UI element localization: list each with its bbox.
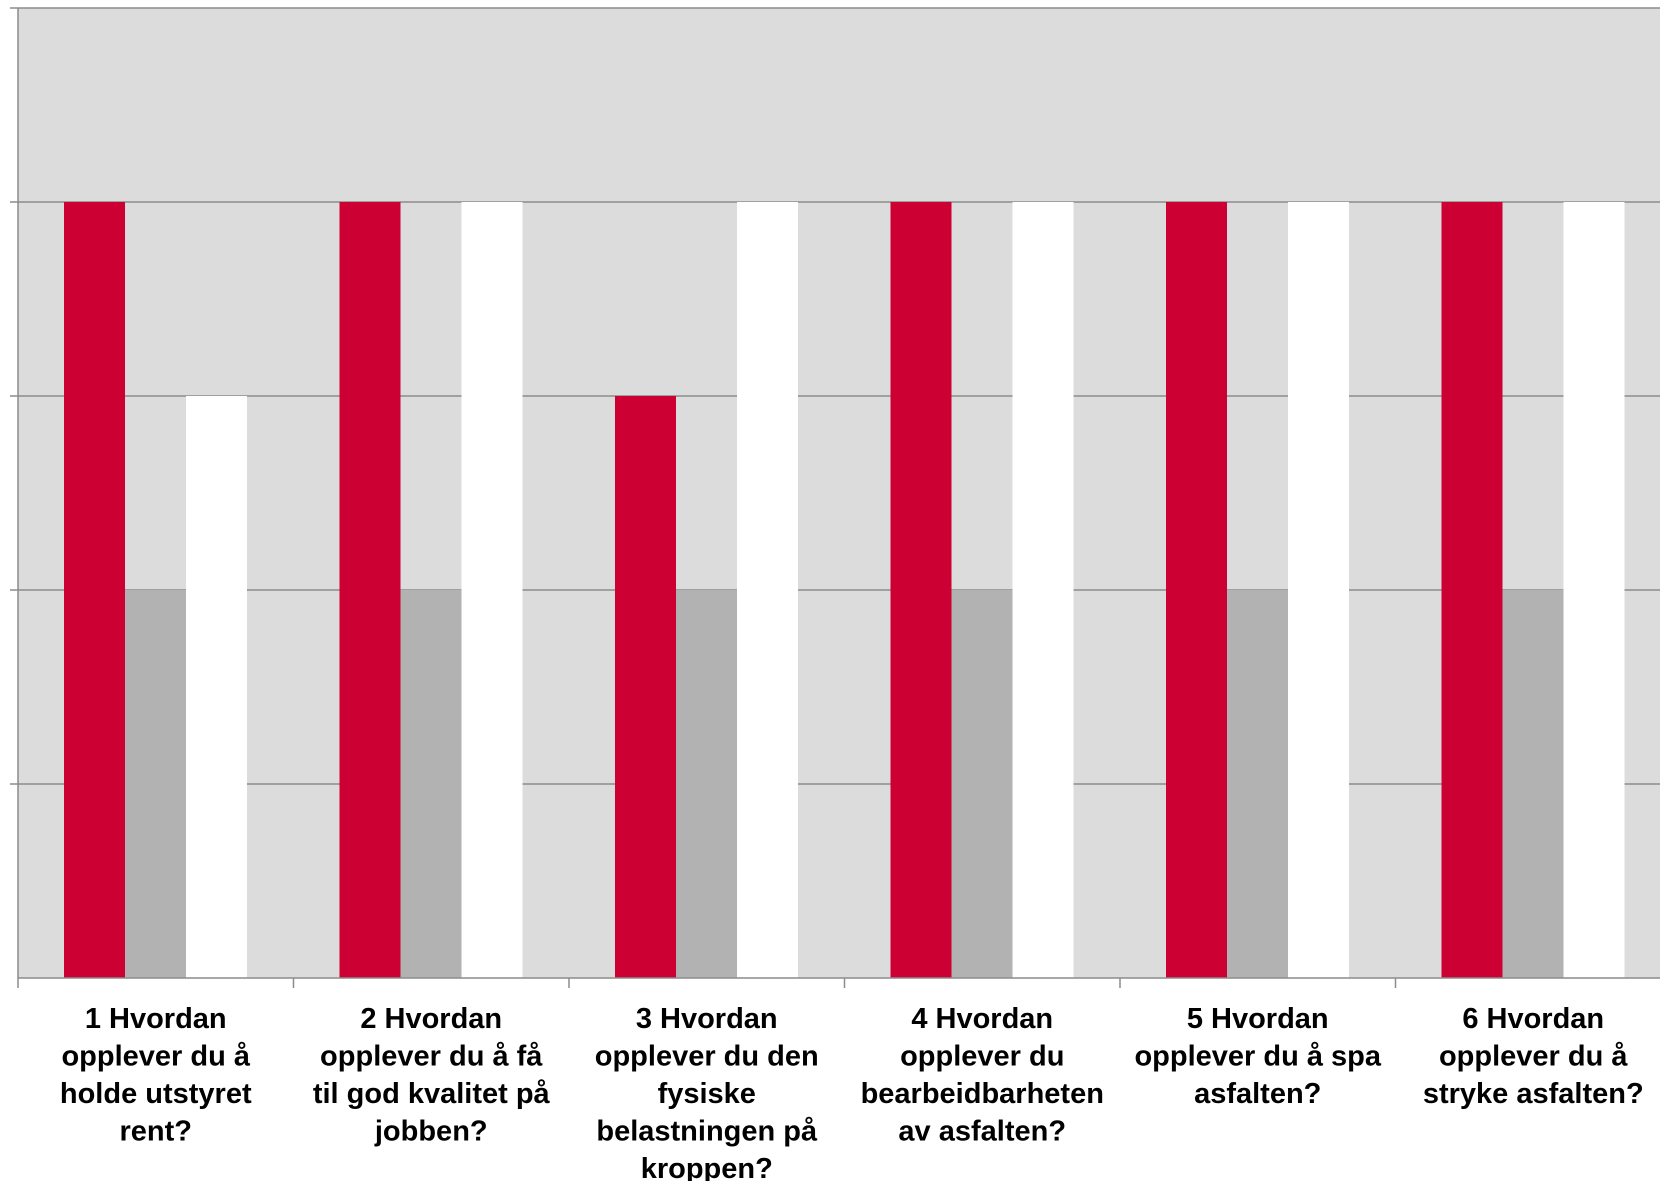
x-tick-label-line: bearbeidbarheten — [861, 1078, 1104, 1110]
x-tick-label-line: fysiske — [658, 1078, 756, 1110]
x-tick-label-line: opplever du å spa — [1134, 1041, 1381, 1073]
gridlines — [10, 7, 1660, 785]
bar — [1227, 590, 1288, 978]
x-tick-label-line: opplever du — [900, 1041, 1064, 1073]
x-tick-label-line: stryke asfalten? — [1423, 1078, 1644, 1110]
bar — [676, 590, 737, 978]
x-tick-label-line: 4 Hvordan — [911, 1003, 1053, 1035]
bar — [125, 590, 186, 978]
bar — [1502, 590, 1564, 978]
x-tick-label-line: 1 Hvordan — [85, 1003, 227, 1035]
x-tick-label-line: jobben? — [374, 1116, 488, 1148]
x-tick-label-line: rent? — [120, 1116, 193, 1148]
plot-area — [18, 8, 1660, 978]
x-tick-label-line: holde utstyret — [60, 1078, 252, 1110]
x-tick-label-line: belastningen på — [596, 1116, 818, 1148]
x-tick-label-line: asfalten? — [1194, 1078, 1321, 1110]
bar — [951, 590, 1013, 978]
x-tick-label-line: til god kvalitet på — [313, 1078, 551, 1110]
bar — [615, 396, 676, 978]
bar — [186, 396, 247, 978]
bar — [339, 202, 401, 978]
bars — [64, 202, 1625, 978]
x-tick-label-line: av asfalten? — [898, 1116, 1066, 1148]
bar — [1288, 202, 1349, 978]
x-tick-label-line: 3 Hvordan — [636, 1003, 778, 1035]
bar — [1166, 202, 1227, 978]
category-labels: 1 Hvordan opplever du å holde utstyret rent… — [60, 1003, 1644, 1181]
x-tick-label-line: kroppen? — [641, 1153, 773, 1181]
bar — [737, 202, 798, 978]
x-tick-label-line: 5 Hvordan — [1187, 1003, 1329, 1035]
bar — [1441, 202, 1503, 978]
x-axis — [17, 8, 1660, 988]
x-tick-label-line: 6 Hvordan — [1462, 1003, 1604, 1035]
bar — [64, 202, 125, 978]
x-tick-label: 2 Hvordan opplever du å få til god kvalite… — [313, 1003, 551, 1148]
x-tick-label-line: opplever du å — [1439, 1041, 1628, 1073]
x-tick-label: 5 Hvordan opplever du å spa asfalten? — [1134, 1003, 1381, 1110]
x-tick-label-line: opplever du å — [61, 1041, 250, 1073]
x-tick-label: 3 Hvordan opplever du den fysiske belastnin… — [595, 1003, 819, 1181]
x-tick-label-line: opplever du den — [595, 1041, 819, 1073]
bar — [1012, 202, 1074, 978]
bar — [461, 202, 523, 978]
x-tick-label-line: 2 Hvordan — [360, 1003, 502, 1035]
x-tick-label: 4 Hvordan opplever du bearbeidbarheten av a… — [861, 1003, 1104, 1148]
bar — [890, 202, 952, 978]
x-tick-label: 1 Hvordan opplever du å holde utstyret rent… — [60, 1003, 252, 1148]
x-tick-label-line: opplever du å få — [320, 1041, 543, 1073]
x-tick-label: 6 Hvordan opplever du å stryke asfalten? — [1423, 1003, 1644, 1110]
bar — [400, 590, 462, 978]
bar — [1563, 202, 1625, 978]
